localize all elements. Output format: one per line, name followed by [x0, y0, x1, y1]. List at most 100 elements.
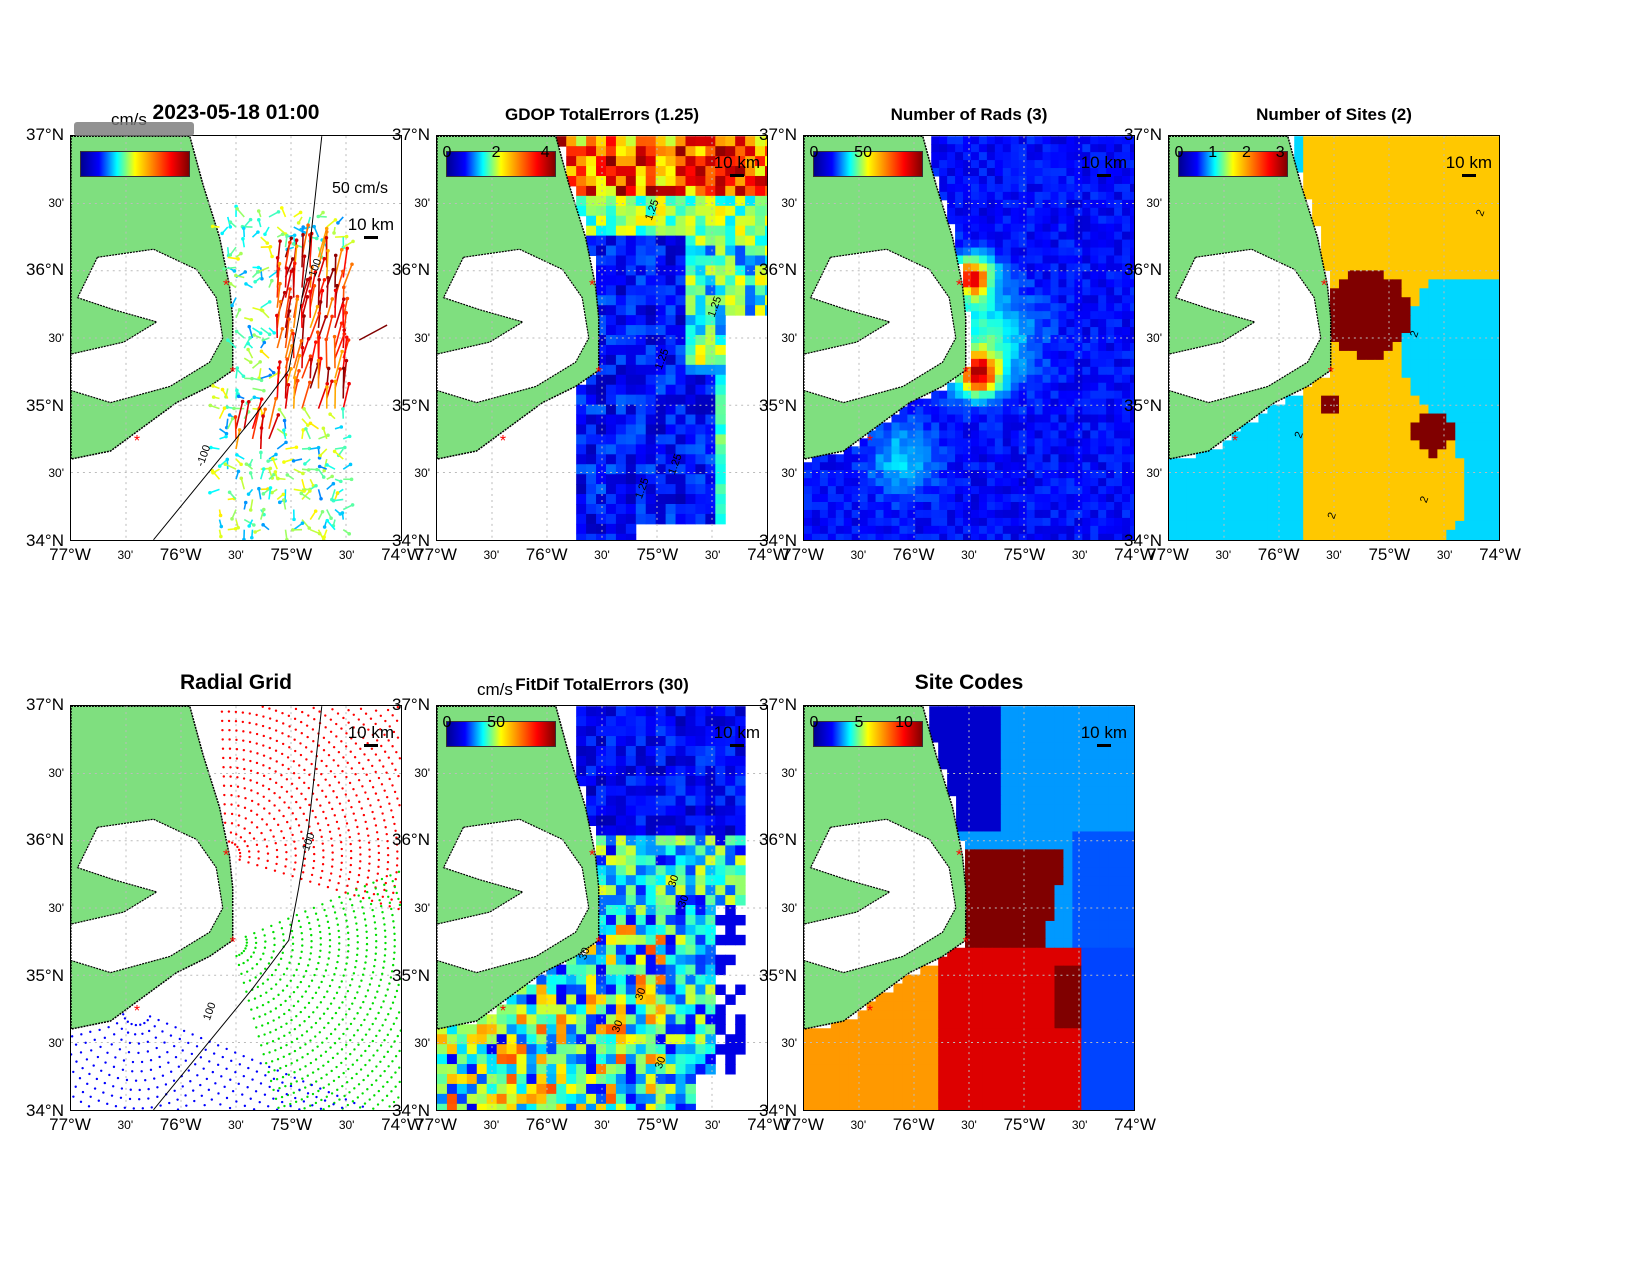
heatmap-cell: [1122, 390, 1131, 400]
heatmap-cell: [1312, 145, 1322, 155]
heatmap-cell: [1321, 520, 1331, 531]
radial-grid-point: [264, 940, 267, 943]
heatmap-cell: [1330, 216, 1340, 227]
heatmap-cell: [1464, 225, 1474, 236]
heatmap-cell: [1026, 366, 1036, 376]
heatmap-cell: [915, 486, 924, 495]
heatmap-cell: [994, 335, 1004, 344]
heatmap-cell: [1464, 538, 1474, 540]
heatmap-cell: [970, 183, 980, 193]
radial-grid-point: [291, 936, 295, 939]
heatmap-cell: [1122, 509, 1131, 519]
heatmap-cell: [923, 533, 932, 540]
heatmap-cell: [875, 454, 885, 463]
heatmap-cell: [1098, 191, 1107, 201]
heatmap-cell: [1130, 319, 1134, 328]
heatmap-cell: [745, 275, 756, 286]
lon-tick-label: 30': [1436, 548, 1453, 562]
heatmap-cell: [1050, 183, 1059, 193]
heatmap-cell: [1090, 295, 1099, 304]
heatmap-cell: [1114, 255, 1123, 264]
heatmap-cell: [685, 344, 696, 356]
velocity-arrow: [309, 312, 321, 339]
arrow-head: [225, 457, 230, 462]
heatmap-cell: [1365, 172, 1376, 182]
radial-grid-point: [329, 718, 333, 721]
heatmap-cell: [1347, 207, 1358, 218]
arrow-head: [310, 265, 314, 270]
heatmap-cell: [1082, 295, 1091, 304]
radial-grid-point: [310, 832, 313, 835]
heatmap-cell: [1455, 207, 1465, 218]
velocity-arrow: [276, 301, 282, 329]
heatmap-cell: [1090, 175, 1099, 185]
heatmap-cell: [665, 344, 677, 356]
radial-grid-point: [265, 845, 269, 848]
heatmap-cell: [1050, 335, 1059, 344]
heatmap-cell: [1231, 503, 1242, 513]
heatmap-cell: [1338, 511, 1349, 522]
heatmap-cell: [605, 315, 617, 326]
radial-grid-point: [281, 742, 285, 746]
arrow-head: [308, 380, 312, 385]
heatmap-cell: [963, 422, 972, 431]
arrow-head: [317, 464, 322, 469]
heatmap-cell: [685, 136, 696, 147]
radial-grid-point: [287, 917, 290, 920]
heatmap-cell: [1356, 341, 1367, 352]
heatmap-cell: [851, 494, 861, 503]
heatmap-cell: [1428, 413, 1438, 423]
radial-grid-point: [296, 986, 299, 989]
heatmap-cell: [986, 295, 996, 304]
velocity-arrow: [285, 446, 297, 450]
heatmap-cell: [1010, 263, 1020, 272]
heatmap-cell: [665, 245, 677, 256]
heatmap-cell: [1321, 485, 1331, 495]
heatmap-cell: [1338, 431, 1349, 441]
radial-grid-point: [361, 906, 364, 909]
heatmap-cell: [1026, 215, 1036, 225]
arrow-head: [316, 358, 321, 363]
heatmap-cell: [1356, 404, 1367, 415]
hf-radar-site-marker: *: [867, 433, 873, 450]
heatmap-cell: [1330, 261, 1340, 271]
heatmap-cell: [1098, 366, 1107, 376]
heatmap-cell: [1410, 172, 1420, 182]
heatmap-cell: [655, 494, 667, 505]
heatmap-cell: [1437, 476, 1447, 486]
colorbar-tick: 2: [491, 144, 501, 161]
heatmap-cell: [1122, 470, 1131, 479]
heatmap-cell: [1010, 525, 1020, 535]
radial-grid-point: [369, 717, 373, 720]
heatmap-cell: [625, 374, 637, 386]
radial-grid-point: [281, 763, 284, 767]
heatmap-cell: [1106, 311, 1115, 320]
heatmap-cell: [875, 430, 885, 439]
heatmap-cell: [1074, 422, 1083, 431]
radial-grid-point: [357, 731, 360, 734]
heatmap-cell: [1098, 517, 1107, 527]
heatmap-cell: [675, 166, 686, 177]
heatmap-cell: [827, 478, 837, 487]
heatmap-cell: [596, 434, 607, 445]
heatmap-cell: [1419, 449, 1429, 459]
radial-grid-point: [308, 803, 311, 807]
heatmap-cell: [1410, 136, 1420, 146]
heatmap-cell: [1018, 390, 1028, 400]
heatmap-cell: [1321, 207, 1331, 218]
heatmap-cell: [1410, 485, 1420, 495]
radial-grid-point: [376, 837, 380, 841]
radial-grid-point: [319, 930, 322, 934]
heatmap-cell: [1058, 374, 1067, 384]
heatmap-cell: [685, 215, 696, 227]
heatmap-cell: [1383, 404, 1394, 415]
heatmap-cell: [931, 160, 940, 169]
heatmap-cell: [1410, 324, 1420, 334]
lon-tick-label: 30': [961, 548, 977, 562]
heatmap-cell: [605, 295, 617, 306]
radial-grid-point: [287, 767, 290, 771]
heatmap-cell: [1338, 136, 1349, 146]
arrow-head: [295, 378, 300, 383]
heatmap-cell: [939, 525, 948, 535]
heatmap-cell: [635, 513, 647, 525]
